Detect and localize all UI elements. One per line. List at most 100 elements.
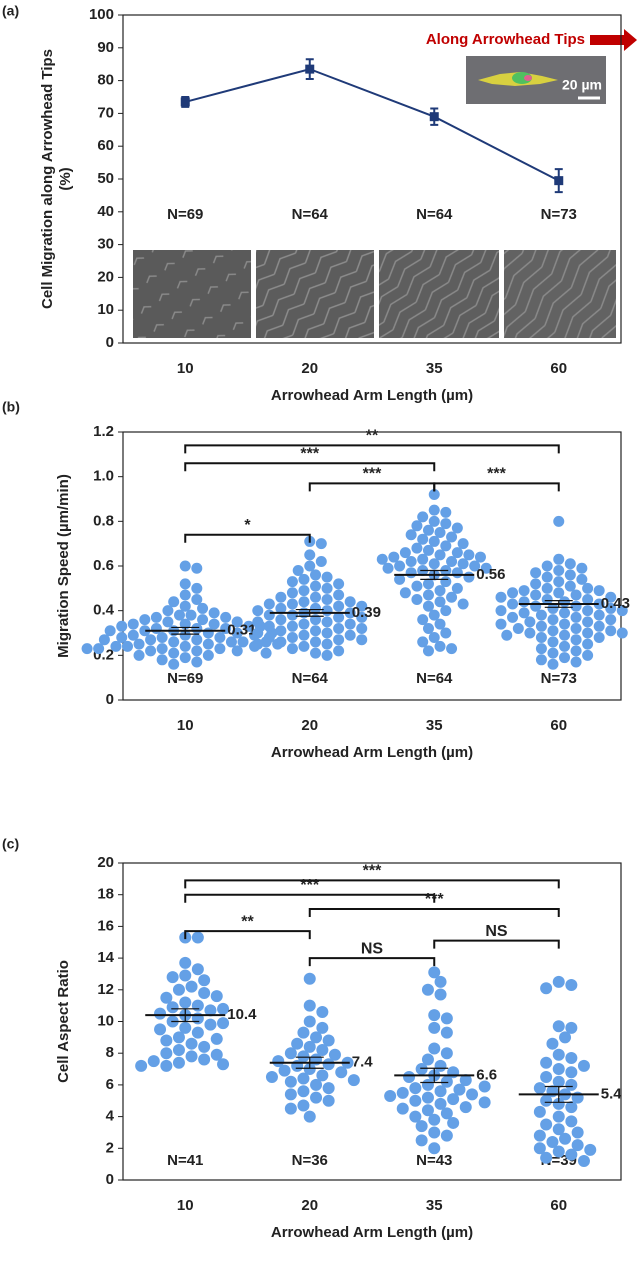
data-point xyxy=(356,611,368,623)
y-tick-label: 18 xyxy=(97,886,114,903)
data-point xyxy=(582,616,594,628)
data-point xyxy=(565,1078,578,1091)
data-point xyxy=(478,1096,491,1109)
y-tick-label: 4 xyxy=(106,1108,115,1125)
data-point xyxy=(275,625,287,637)
x-tick-label: 35 xyxy=(426,360,443,377)
data-point xyxy=(440,1026,453,1039)
data-point xyxy=(440,627,452,639)
data-point xyxy=(344,629,356,641)
data-point xyxy=(434,1085,447,1098)
data-point xyxy=(593,609,605,621)
data-point xyxy=(417,553,429,565)
data-point xyxy=(540,1094,553,1107)
data-point xyxy=(284,1088,297,1101)
data-point xyxy=(298,618,310,630)
data-point xyxy=(310,602,322,614)
data-point xyxy=(434,618,446,630)
data-point xyxy=(263,631,275,643)
data-point xyxy=(356,634,368,646)
sem-image xyxy=(504,250,616,338)
data-point xyxy=(98,634,110,646)
data-point xyxy=(440,1075,453,1088)
data-point xyxy=(415,1063,428,1076)
data-point xyxy=(582,594,594,605)
data-point xyxy=(208,618,220,630)
data-point xyxy=(191,582,203,594)
data-point xyxy=(552,1097,565,1110)
data-point xyxy=(428,631,440,643)
data-point xyxy=(291,1037,304,1050)
n-label: N=69 xyxy=(167,206,203,223)
data-point xyxy=(428,489,440,501)
data-point xyxy=(428,504,440,516)
mean-label: 6.6 xyxy=(476,1066,497,1083)
data-point xyxy=(214,643,226,655)
error-bar xyxy=(171,1008,200,1023)
data-point xyxy=(559,1132,572,1145)
data-point xyxy=(316,1005,329,1018)
n-label: N=64 xyxy=(292,670,329,687)
panel-label: (b) xyxy=(2,399,20,415)
data-point xyxy=(552,1110,565,1123)
data-point xyxy=(421,1078,434,1091)
data-point xyxy=(202,627,214,639)
error-bar xyxy=(295,608,324,617)
y-tick-label: 0.8 xyxy=(93,512,114,529)
data-point xyxy=(166,971,179,984)
data-point xyxy=(191,1012,204,1025)
data-point xyxy=(284,1047,297,1060)
data-point xyxy=(333,623,345,635)
data-point xyxy=(179,640,191,652)
sem-image xyxy=(133,250,251,338)
y-tick-label: 14 xyxy=(97,949,114,966)
data-point xyxy=(179,629,191,641)
data-point xyxy=(145,645,157,657)
data-point xyxy=(584,1143,597,1156)
data-point xyxy=(356,623,368,635)
data-point xyxy=(552,1145,565,1158)
data-point xyxy=(565,979,578,992)
data-point xyxy=(191,999,204,1012)
data-point xyxy=(535,620,547,632)
data-point xyxy=(122,640,133,652)
data-point xyxy=(605,625,617,637)
data-point xyxy=(495,591,507,603)
data-point xyxy=(417,533,429,545)
data-point xyxy=(275,602,287,614)
data-point xyxy=(440,506,452,518)
data-point xyxy=(466,1088,479,1101)
data-point xyxy=(316,1044,329,1057)
x-tick-label: 60 xyxy=(550,360,567,377)
data-point xyxy=(316,1021,329,1034)
x-tick-label: 20 xyxy=(301,1197,318,1214)
data-point xyxy=(160,1047,173,1060)
data-point xyxy=(446,643,458,655)
data-point xyxy=(156,643,168,655)
data-point xyxy=(396,1086,409,1099)
data-point xyxy=(540,1070,553,1083)
data-point xyxy=(552,1075,565,1088)
data-point xyxy=(197,614,209,626)
data-point xyxy=(451,547,463,559)
n-label: N=64 xyxy=(292,206,329,223)
data-point xyxy=(310,636,322,648)
y-axis-label: Migration Speed (µm/min) xyxy=(55,474,72,658)
significance-bracket xyxy=(184,444,560,454)
data-point xyxy=(495,605,507,617)
data-point xyxy=(565,1066,578,1079)
data-point xyxy=(204,1004,217,1017)
data-point xyxy=(547,625,559,637)
data-point xyxy=(156,654,168,666)
data-point xyxy=(303,1063,316,1076)
data-point xyxy=(162,616,174,628)
data-point xyxy=(440,1047,453,1060)
y-axis-label: Cell Aspect Ratio xyxy=(55,960,72,1083)
data-point xyxy=(310,1031,323,1044)
data-point xyxy=(422,589,434,601)
data-point xyxy=(252,605,264,617)
data-point xyxy=(422,524,434,536)
data-point xyxy=(292,564,304,576)
data-point xyxy=(179,578,191,590)
data-point xyxy=(278,1064,291,1077)
